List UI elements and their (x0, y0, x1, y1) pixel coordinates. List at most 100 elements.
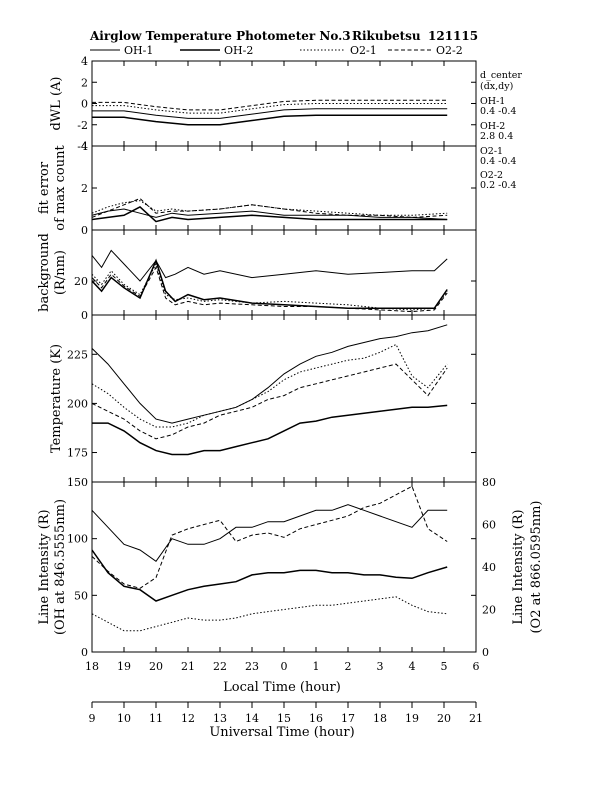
y-tick-label: 2 (81, 182, 88, 195)
y-tick-label: 100 (67, 533, 88, 546)
panel-frame (91, 229, 477, 316)
series-line-oh1 (92, 324, 448, 424)
y-axis-label: background (37, 233, 52, 312)
y-tick-label: 4 (81, 140, 88, 153)
y2-tick-label: 60 (482, 519, 496, 532)
series-line-oh1 (92, 208, 448, 220)
y-tick-label: 2 (81, 76, 88, 89)
series-line-oh2 (92, 205, 448, 223)
y-axis-label: (R/nm) (53, 250, 68, 295)
y-tick-label: 20 (74, 275, 88, 288)
series-line-oh1 (92, 504, 448, 562)
local-time-tick-label: 20 (149, 660, 163, 673)
y2-tick-label: 20 (482, 604, 496, 617)
y-tick-label: 150 (67, 476, 88, 489)
side-info: d_center (dx,dy) OH-1 0.4 -0.4 OH-2 2.8 … (480, 70, 522, 191)
y-axis-label: (OH at 846.5555nm) (53, 499, 68, 635)
ut-tick-label: 18 (373, 712, 387, 725)
y-axis-label: Line Intensity (R) (37, 509, 52, 624)
series-line-o22 (92, 197, 448, 218)
local-time-tick-label: 2 (345, 660, 352, 673)
side-item-name: OH-1 (480, 96, 505, 107)
y-tick-label: 175 (67, 447, 88, 460)
legend-label-o21: O2-1 (350, 44, 377, 57)
local-time-tick-label: 19 (117, 660, 131, 673)
y-tick-label: 0 (81, 98, 88, 111)
local-time-tick-label: 23 (245, 660, 259, 673)
y-tick-label: 225 (67, 348, 88, 361)
series-line-o21 (92, 262, 448, 311)
universal-time-axis-label: Universal Time (hour) (209, 725, 354, 740)
panels: -4 -2 0 2 4 dWL (A) 0 2 4 fit error of max count 0 2… (37, 55, 544, 673)
local-time-tick-label: 4 (409, 660, 416, 673)
series-line-o22 (92, 99, 448, 111)
series-line-oh1 (92, 249, 448, 282)
side-item-value: 2.8 0.4 (480, 131, 513, 142)
ut-tick-label: 19 (405, 712, 419, 725)
side-item-name: OH-2 (480, 121, 505, 132)
panel-dwl: -4 -2 0 2 4 dWL (A) (49, 55, 477, 153)
series-line-oh2 (92, 404, 448, 456)
series-line-o22 (92, 485, 448, 589)
panel-background: 0 20 background (R/nm) (37, 229, 477, 322)
y-tick-label: 0 (81, 646, 88, 659)
y-tick-label: 0 (81, 224, 88, 237)
y2-tick-label: 0 (482, 646, 489, 659)
series-line-oh2 (92, 549, 448, 602)
series-line-o22 (92, 363, 448, 440)
local-time-axis-label: Local Time (hour) (223, 680, 341, 695)
series-line-o21 (92, 343, 448, 428)
y-tick-label: 200 (67, 397, 88, 410)
y-tick-label: 4 (81, 55, 88, 68)
local-time-tick-label: 6 (473, 660, 480, 673)
local-time-axis: 18 19 20 21 22 23 0 1 2 3 4 5 6 (85, 660, 480, 673)
y2-axis-label: Line Intensity (R) (511, 509, 526, 624)
y-axis-label: fit error (37, 161, 52, 214)
panel-fit: 0 2 4 fit error of max count (37, 140, 477, 237)
panel-frame (91, 60, 477, 147)
ut-tick-label: 21 (469, 712, 483, 725)
ut-tick-label: 12 (181, 712, 195, 725)
ut-tick-label: 14 (245, 712, 259, 725)
y2-tick-label: 80 (482, 476, 496, 489)
local-time-tick-label: 0 (281, 660, 288, 673)
local-time-tick-label: 3 (377, 660, 384, 673)
side-header: d_center (480, 70, 522, 81)
panel-frame (91, 314, 477, 483)
local-time-tick-label: 21 (181, 660, 195, 673)
y2-tick-label: 40 (482, 561, 496, 574)
legend: OH-1 OH-2 O2-1 O2-2 (90, 44, 463, 57)
side-header2: (dx,dy) (480, 81, 513, 92)
series-line-oh2 (92, 114, 448, 126)
side-item-name: O2-2 (480, 170, 503, 181)
ut-tick-label: 20 (437, 712, 451, 725)
ut-tick-label: 9 (89, 712, 96, 725)
series-line-o22 (92, 266, 448, 313)
y-tick-label: -2 (77, 119, 88, 132)
legend-label-o22: O2-2 (436, 44, 463, 57)
y-axis-label: dWL (A) (49, 77, 64, 131)
chart-station: Rikubetsu (352, 29, 421, 43)
series-line-oh2 (92, 258, 448, 309)
ut-tick-label: 13 (213, 712, 227, 725)
panel-frame (91, 481, 477, 653)
y-tick-label: 50 (74, 589, 88, 602)
y2-axis-label: (O2 at 866.0595nm) (529, 500, 544, 633)
y-tick-label: 0 (81, 309, 88, 322)
local-time-tick-label: 18 (85, 660, 99, 673)
legend-label-oh1: OH-1 (124, 44, 153, 57)
ut-tick-label: 10 (117, 712, 131, 725)
series-line-oh1 (92, 108, 448, 119)
ut-tick-label: 17 (341, 712, 355, 725)
side-item-value: 0.4 -0.4 (480, 106, 516, 117)
local-time-tick-label: 1 (313, 660, 320, 673)
legend-label-oh2: OH-2 (224, 44, 253, 57)
side-item-value: 0.4 -0.4 (480, 156, 516, 167)
series-line-o21 (92, 596, 448, 632)
local-time-tick-label: 5 (441, 660, 448, 673)
series-line-o21 (92, 103, 448, 114)
y-axis-label: Temperature (K) (49, 344, 64, 453)
